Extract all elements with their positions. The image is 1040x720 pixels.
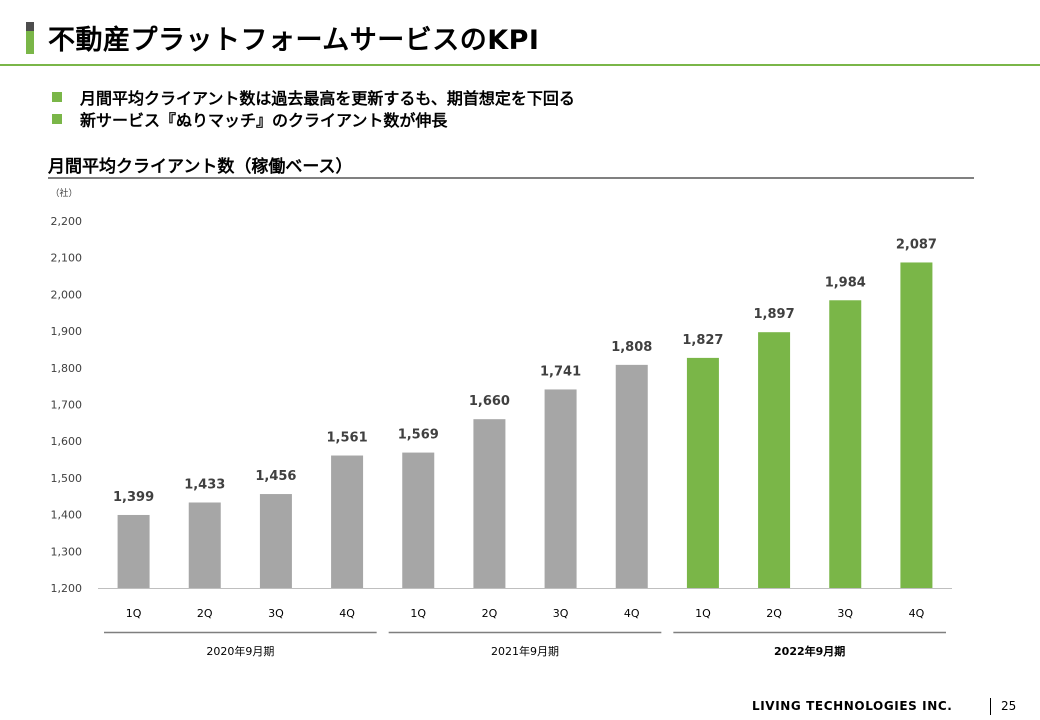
bar bbox=[331, 455, 364, 588]
y-tick-label: 1,500 bbox=[51, 472, 83, 485]
y-tick-label: 1,300 bbox=[51, 545, 83, 558]
bullet-list: 月間平均クライアント数は過去最高を更新するも、期首想定を下回る 新サービス『ぬり… bbox=[52, 86, 575, 130]
bullet-text: 新サービス『ぬりマッチ』のクライアント数が伸長 bbox=[80, 111, 448, 130]
x-tick-label: 1Q bbox=[695, 607, 711, 620]
x-tick-label: 2Q bbox=[766, 607, 782, 620]
bar bbox=[758, 332, 791, 588]
x-tick-label: 4Q bbox=[624, 607, 640, 620]
bar bbox=[686, 357, 719, 588]
y-tick-label: 1,200 bbox=[51, 582, 83, 595]
bar bbox=[402, 452, 435, 588]
bar bbox=[473, 419, 506, 588]
y-tick-label: 1,900 bbox=[51, 325, 83, 338]
period-label: 2021年9月期 bbox=[491, 644, 559, 658]
y-tick-label: 1,700 bbox=[51, 399, 83, 412]
bar-data-label: 1,808 bbox=[611, 340, 652, 355]
page-title: 不動産プラットフォームサービスのKPI bbox=[48, 25, 540, 56]
x-tick-label: 1Q bbox=[126, 607, 142, 620]
bar bbox=[615, 364, 648, 588]
period-label: 2020年9月期 bbox=[206, 644, 274, 658]
bar-data-label: 1,399 bbox=[113, 490, 154, 505]
bar-data-label: 1,561 bbox=[327, 431, 368, 446]
x-tick-label: 3Q bbox=[268, 607, 284, 620]
bar bbox=[188, 502, 221, 588]
company-logo-text: LIVING TECHNOLOGIES INC. bbox=[752, 699, 953, 713]
title-divider bbox=[0, 64, 1040, 66]
square-bullet-icon bbox=[52, 92, 62, 102]
x-tick-label: 2Q bbox=[482, 607, 498, 620]
chart-heading-divider bbox=[48, 177, 974, 179]
bar bbox=[259, 494, 292, 588]
bar-data-label: 1,827 bbox=[682, 333, 723, 348]
title-accent-bar bbox=[26, 22, 34, 54]
footer-divider bbox=[990, 698, 991, 715]
bar-data-label: 1,897 bbox=[754, 307, 795, 322]
x-tick-label: 3Q bbox=[553, 607, 569, 620]
bar-data-label: 1,456 bbox=[255, 469, 296, 484]
y-tick-label: 2,000 bbox=[51, 288, 83, 301]
bar-data-label: 1,741 bbox=[540, 364, 581, 379]
bar bbox=[117, 514, 150, 588]
x-tick-label: 2Q bbox=[197, 607, 213, 620]
x-tick-label: 4Q bbox=[909, 607, 925, 620]
page-number: 25 bbox=[1001, 699, 1017, 713]
bar bbox=[544, 389, 577, 588]
x-tick-label: 1Q bbox=[410, 607, 426, 620]
bar-data-label: 1,433 bbox=[184, 477, 225, 492]
y-tick-label: 1,600 bbox=[51, 435, 83, 448]
y-axis-unit-label: （社） bbox=[50, 187, 77, 199]
x-tick-label: 4Q bbox=[339, 607, 355, 620]
x-tick-label: 3Q bbox=[837, 607, 853, 620]
y-tick-label: 2,200 bbox=[51, 215, 83, 228]
period-label: 2022年9月期 bbox=[774, 644, 845, 658]
bullet-text: 月間平均クライアント数は過去最高を更新するも、期首想定を下回る bbox=[80, 89, 575, 108]
y-tick-label: 1,800 bbox=[51, 362, 83, 375]
bar-data-label: 2,087 bbox=[896, 237, 937, 252]
bar-data-label: 1,984 bbox=[825, 275, 866, 290]
chart-heading: 月間平均クライアント数（稼働ベース） bbox=[48, 157, 353, 177]
square-bullet-icon bbox=[52, 114, 62, 124]
y-tick-label: 1,400 bbox=[51, 509, 83, 522]
bullet-item: 月間平均クライアント数は過去最高を更新するも、期首想定を下回る bbox=[52, 86, 575, 108]
bar bbox=[900, 262, 933, 588]
bar-data-label: 1,660 bbox=[469, 394, 510, 409]
bar-data-label: 1,569 bbox=[398, 428, 439, 443]
bar bbox=[829, 300, 862, 588]
y-tick-label: 2,100 bbox=[51, 252, 83, 265]
bullet-item: 新サービス『ぬりマッチ』のクライアント数が伸長 bbox=[52, 108, 575, 130]
